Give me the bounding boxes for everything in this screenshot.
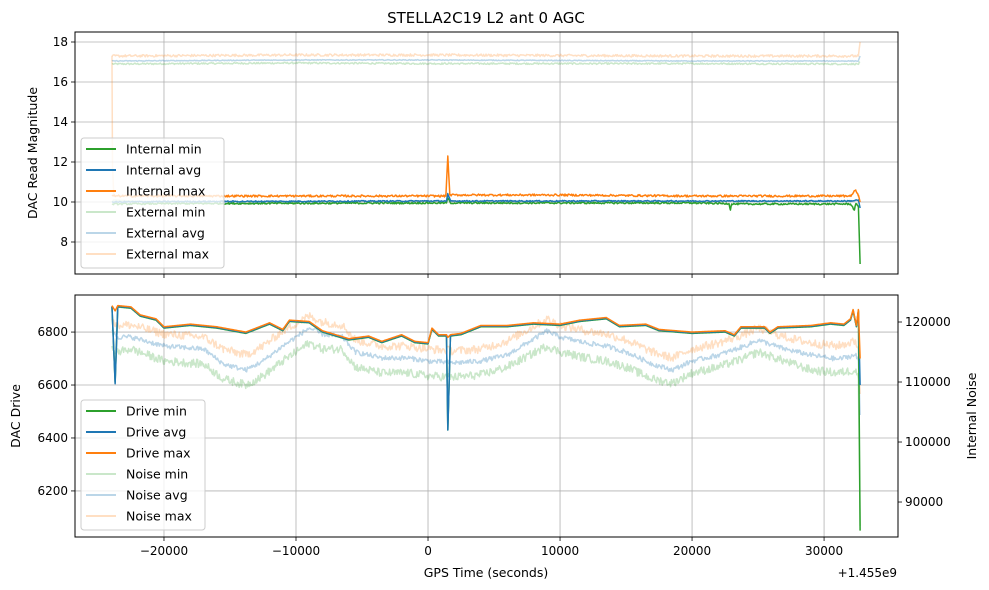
legend-label: Drive avg bbox=[126, 425, 186, 440]
series-line-noise-max bbox=[111, 312, 861, 395]
legend-label: Drive max bbox=[126, 446, 191, 461]
top-ytick-label: 16 bbox=[53, 75, 68, 89]
bottom-series-lines bbox=[111, 304, 861, 531]
top-ticks: 8 10 12 14 16 18 bbox=[53, 35, 825, 278]
bottom-ytick-label: 6200 bbox=[37, 484, 68, 498]
bottom-panel: −20000 −10000 0 10000 20000 30000 6200 6400 6600… bbox=[8, 294, 979, 558]
series-line-internal-avg bbox=[111, 192, 861, 209]
legend-label: Noise min bbox=[126, 467, 188, 482]
xtick-label: 10000 bbox=[541, 544, 579, 558]
bottom-y2tick-label: 110000 bbox=[905, 375, 951, 389]
series-line-internal-min bbox=[111, 197, 861, 265]
bottom-grid bbox=[75, 295, 898, 537]
top-axes-frame bbox=[74, 31, 899, 275]
chart-title: STELLA2C19 L2 ant 0 AGC bbox=[387, 9, 585, 27]
top-panel: 8 10 12 14 16 18 DAC Read Magnitude Internal … bbox=[25, 31, 899, 278]
legend-label: Internal max bbox=[126, 184, 205, 199]
series-line-drive-min bbox=[111, 306, 861, 531]
top-legend: Internal min Internal avg Internal max Exte… bbox=[80, 137, 225, 269]
xlabel: GPS Time (seconds) bbox=[424, 565, 549, 580]
series-line-external-avg bbox=[111, 55, 861, 63]
legend-label: Drive min bbox=[126, 404, 187, 419]
bottom-ylabel: DAC Drive bbox=[8, 384, 23, 448]
series-line-noise-min bbox=[111, 340, 861, 527]
legend-label: Noise avg bbox=[126, 488, 188, 503]
top-ytick-label: 10 bbox=[53, 195, 68, 209]
bottom-axes-frame bbox=[74, 294, 899, 538]
legend-label: External max bbox=[126, 247, 209, 262]
x-offset-label: +1.455e9 bbox=[838, 566, 897, 580]
xtick-label: 20000 bbox=[673, 544, 711, 558]
top-ytick-label: 12 bbox=[53, 155, 68, 169]
top-ytick-label: 8 bbox=[60, 235, 68, 249]
legend-label: Noise max bbox=[126, 509, 192, 524]
xtick-label: −20000 bbox=[140, 544, 188, 558]
bottom-ticks: −20000 −10000 0 10000 20000 30000 6200 6400 6600… bbox=[37, 315, 950, 558]
bottom-ytick-label: 6400 bbox=[37, 431, 68, 445]
bottom-ytick-label: 6800 bbox=[37, 325, 68, 339]
series-line-internal-max bbox=[111, 155, 861, 203]
bottom-plot-area bbox=[111, 304, 861, 531]
bottom-y2tick-label: 120000 bbox=[905, 315, 951, 329]
legend-label: Internal min bbox=[126, 142, 202, 157]
xtick-label: −10000 bbox=[272, 544, 320, 558]
top-ylabel: DAC Read Magnitude bbox=[25, 87, 40, 219]
bottom-y2tick-label: 100000 bbox=[905, 435, 951, 449]
bottom-y2tick-label: 90000 bbox=[905, 495, 943, 509]
legend-label: External avg bbox=[126, 226, 205, 241]
bottom-legend: Drive min Drive avg Drive max Noise min Nois… bbox=[80, 399, 206, 531]
xtick-label: 30000 bbox=[805, 544, 843, 558]
bottom-y2label: Internal Noise bbox=[964, 372, 979, 459]
top-ytick-label: 18 bbox=[53, 35, 68, 49]
xtick-label: 0 bbox=[424, 544, 432, 558]
series-line-drive-max bbox=[111, 304, 861, 359]
top-ytick-label: 14 bbox=[53, 115, 68, 129]
series-line-noise-avg bbox=[111, 327, 861, 416]
legend-label: Internal avg bbox=[126, 163, 201, 178]
top-legend-box bbox=[80, 137, 225, 269]
series-line-external-max bbox=[111, 41, 861, 58]
legend-label: External min bbox=[126, 205, 205, 220]
series-line-external-min bbox=[111, 61, 861, 66]
bottom-ytick-label: 6600 bbox=[37, 378, 68, 392]
